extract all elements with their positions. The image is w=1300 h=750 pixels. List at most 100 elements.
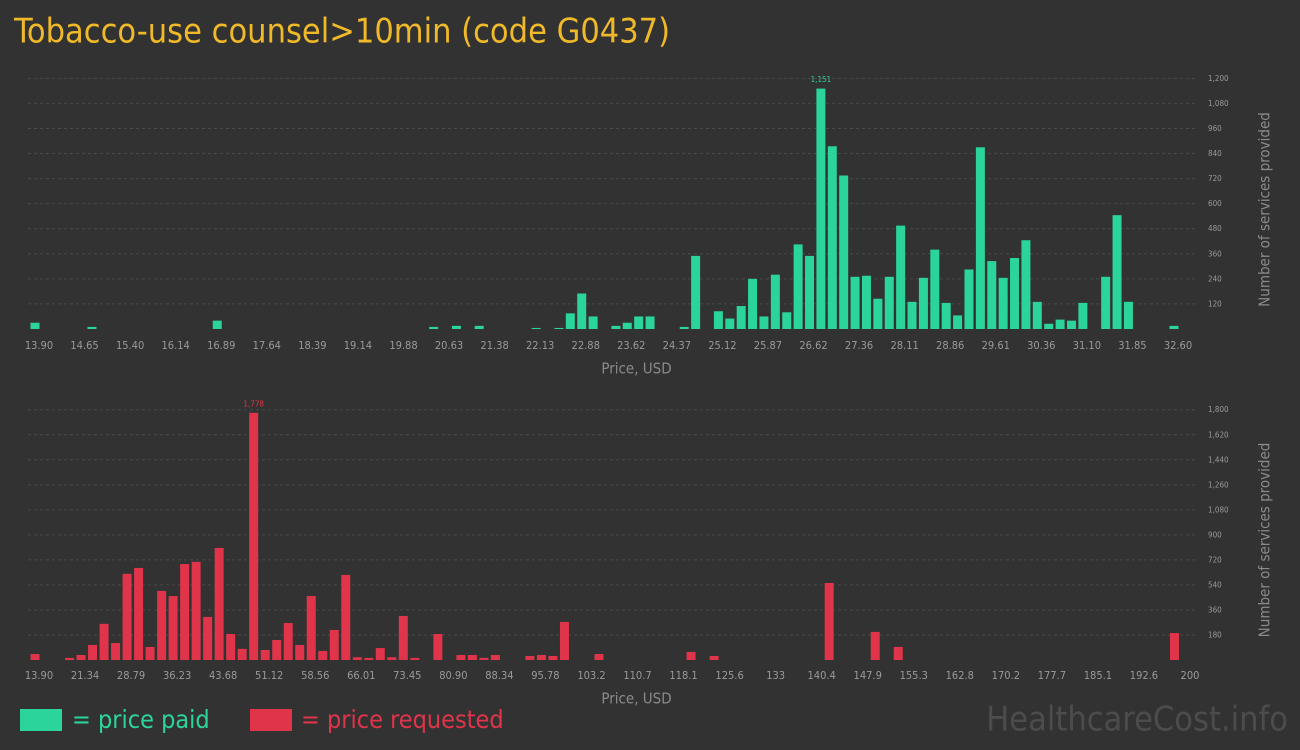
y-tick-label: 1,440 xyxy=(1208,455,1229,464)
x-tick-label: 58.56 xyxy=(301,669,329,682)
x-tick-label: 13.90 xyxy=(25,669,53,682)
x-tick-label: 23.62 xyxy=(617,339,645,352)
x-tick-label: 24.37 xyxy=(663,339,691,352)
bar xyxy=(1021,240,1031,329)
bar xyxy=(725,318,735,329)
x-tick-label: 192.6 xyxy=(1130,669,1158,682)
bar xyxy=(1169,325,1179,329)
x-tick-label: 17.64 xyxy=(253,339,281,352)
y-tick-label: 960 xyxy=(1208,124,1222,133)
bar xyxy=(30,322,40,329)
x-tick-label: 32.60 xyxy=(1164,339,1192,352)
bar xyxy=(736,306,746,329)
bar xyxy=(824,582,834,660)
x-tick-label: 28.86 xyxy=(936,339,964,352)
bar xyxy=(451,325,461,329)
bar xyxy=(975,147,985,329)
x-tick-label: 14.65 xyxy=(70,339,98,352)
bar xyxy=(76,654,86,660)
bar xyxy=(212,320,222,329)
bar xyxy=(1112,215,1122,329)
y-tick-label: 1,260 xyxy=(1208,480,1229,489)
y-tick-label: 1,080 xyxy=(1208,99,1229,108)
bar xyxy=(861,275,871,329)
y-tick-label: 1,200 xyxy=(1208,74,1229,83)
bar xyxy=(157,590,167,660)
bar xyxy=(622,322,632,329)
bar xyxy=(398,615,408,660)
bar xyxy=(87,326,97,329)
x-tick-label: 125.6 xyxy=(715,669,743,682)
y-tick-label: 900 xyxy=(1208,530,1222,539)
x-tick-label: 28.79 xyxy=(117,669,145,682)
bar xyxy=(987,261,997,329)
x-tick-label: 110.7 xyxy=(623,669,651,682)
bar xyxy=(691,255,701,329)
x-tick-label: 29.61 xyxy=(982,339,1010,352)
bar xyxy=(930,249,940,329)
x-tick-label: 22.88 xyxy=(572,339,600,352)
bar xyxy=(318,650,328,660)
x-tick-label: 19.14 xyxy=(344,339,372,352)
x-tick-label: 162.8 xyxy=(946,669,974,682)
bar xyxy=(559,621,569,660)
y-tick-label: 1,080 xyxy=(1208,505,1229,514)
y-tick-label: 1,800 xyxy=(1208,405,1229,414)
bar xyxy=(30,654,40,660)
x-tick-label: 43.68 xyxy=(209,669,237,682)
bar xyxy=(249,412,259,660)
bar xyxy=(352,657,362,660)
y-tick-label: 720 xyxy=(1208,555,1222,564)
x-tick-label: 73.45 xyxy=(393,669,421,682)
bar xyxy=(850,276,860,329)
bar xyxy=(375,648,385,660)
y-tick-label: 540 xyxy=(1208,580,1222,589)
x-tick-label: 22.13 xyxy=(526,339,554,352)
y-axis-label: Number of services provided xyxy=(1256,112,1274,307)
bar xyxy=(918,277,928,329)
bar xyxy=(88,644,98,660)
x-tick-label: 18.39 xyxy=(298,339,326,352)
bar xyxy=(387,657,397,660)
bar xyxy=(180,564,190,660)
bar xyxy=(410,657,420,660)
bar xyxy=(679,326,689,329)
bar xyxy=(306,596,316,660)
bar xyxy=(709,655,719,660)
x-tick-label: 13.90 xyxy=(25,339,53,352)
x-tick-label: 25.12 xyxy=(708,339,736,352)
y-axis-label: Number of services provided xyxy=(1256,443,1274,638)
x-tick-label: 80.90 xyxy=(439,669,467,682)
y-tick-label: 1,620 xyxy=(1208,430,1229,439)
y-tick-label: 360 xyxy=(1208,605,1222,614)
bar xyxy=(594,654,604,660)
bar xyxy=(770,274,780,329)
bar xyxy=(873,298,883,329)
bar xyxy=(896,225,906,329)
bar xyxy=(1044,323,1054,329)
bar xyxy=(111,643,121,660)
legend-swatch xyxy=(250,709,292,731)
bar xyxy=(953,315,963,329)
bar xyxy=(226,634,236,660)
x-tick-label: 26.62 xyxy=(799,339,827,352)
bar xyxy=(122,573,132,660)
bar xyxy=(1066,320,1076,329)
bar xyxy=(1032,301,1042,329)
bar xyxy=(474,325,484,329)
bar xyxy=(260,649,270,660)
y-tick-label: 600 xyxy=(1208,199,1222,208)
bar xyxy=(686,651,696,660)
bar xyxy=(805,255,815,329)
bar xyxy=(1101,276,1111,329)
bar xyxy=(827,146,837,329)
y-tick-label: 480 xyxy=(1208,224,1222,233)
x-axis-label: Price, USD xyxy=(601,690,671,708)
bar xyxy=(1169,633,1179,660)
bar xyxy=(433,634,443,660)
bar xyxy=(341,574,351,660)
x-tick-label: 133 xyxy=(766,669,785,682)
x-tick-label: 95.78 xyxy=(531,669,559,682)
x-tick-label: 140.4 xyxy=(808,669,836,682)
